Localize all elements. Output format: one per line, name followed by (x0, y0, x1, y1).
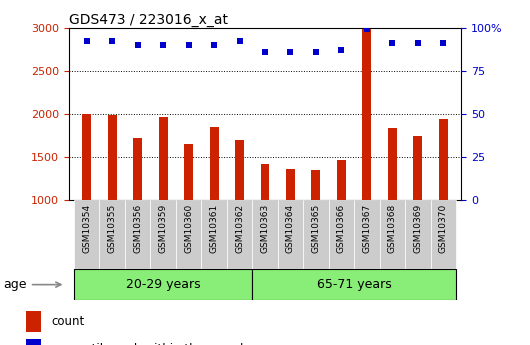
Bar (74, 269, 252, 300)
Bar (329, 200, 354, 269)
Point (261, 49, 269, 55)
Text: age: age (4, 278, 61, 291)
Point (363, 27, 371, 32)
Point (413, 40, 422, 46)
Bar (388, 128, 397, 200)
Bar (26, 338, 41, 345)
Bar (26, 311, 41, 332)
Text: GSM10360: GSM10360 (184, 204, 193, 253)
Point (337, 47, 346, 53)
Text: GDS473 / 223016_x_at: GDS473 / 223016_x_at (69, 12, 228, 27)
Bar (100, 200, 125, 269)
Text: GSM10359: GSM10359 (158, 204, 167, 253)
Text: GSM10364: GSM10364 (286, 204, 295, 253)
Bar (439, 119, 448, 200)
Text: 20-29 years: 20-29 years (126, 278, 200, 291)
Text: GSM10370: GSM10370 (439, 204, 448, 253)
Bar (430, 200, 456, 269)
Point (83, 39, 91, 44)
Point (159, 42, 167, 48)
Bar (235, 140, 244, 200)
Text: GSM10367: GSM10367 (363, 204, 372, 253)
Bar (252, 269, 456, 300)
Bar (312, 170, 321, 200)
Bar (82, 114, 91, 200)
Bar (151, 200, 176, 269)
Bar (209, 127, 218, 200)
Bar (227, 200, 252, 269)
Bar (125, 200, 151, 269)
Bar (184, 144, 193, 200)
Bar (379, 200, 405, 269)
Point (184, 42, 193, 48)
Text: GSM10366: GSM10366 (337, 204, 346, 253)
Text: GSM10361: GSM10361 (209, 204, 218, 253)
Text: 65-71 years: 65-71 years (317, 278, 392, 291)
Point (286, 49, 295, 55)
Bar (261, 164, 269, 200)
Bar (252, 200, 278, 269)
Bar (74, 200, 100, 269)
Bar (286, 169, 295, 200)
Bar (303, 200, 329, 269)
Text: percentile rank within the sample: percentile rank within the sample (51, 343, 251, 345)
Bar (413, 136, 422, 200)
Text: GSM10355: GSM10355 (108, 204, 117, 253)
Bar (337, 159, 346, 200)
Text: GSM10356: GSM10356 (133, 204, 142, 253)
Point (210, 42, 218, 48)
Bar (108, 115, 117, 200)
Bar (201, 200, 227, 269)
Text: GSM10365: GSM10365 (312, 204, 321, 253)
Text: GSM10354: GSM10354 (82, 204, 91, 253)
Point (439, 40, 447, 46)
Bar (354, 200, 379, 269)
Point (108, 39, 117, 44)
Bar (363, 29, 372, 200)
Bar (405, 200, 430, 269)
Text: GSM10363: GSM10363 (261, 204, 269, 253)
Text: GSM10369: GSM10369 (413, 204, 422, 253)
Text: count: count (51, 315, 85, 328)
Bar (278, 200, 303, 269)
Point (312, 49, 320, 55)
Bar (158, 117, 167, 200)
Bar (133, 138, 142, 200)
Bar (176, 200, 201, 269)
Point (235, 39, 244, 44)
Text: GSM10368: GSM10368 (388, 204, 397, 253)
Point (134, 42, 142, 48)
Text: GSM10362: GSM10362 (235, 204, 244, 253)
Point (388, 40, 396, 46)
